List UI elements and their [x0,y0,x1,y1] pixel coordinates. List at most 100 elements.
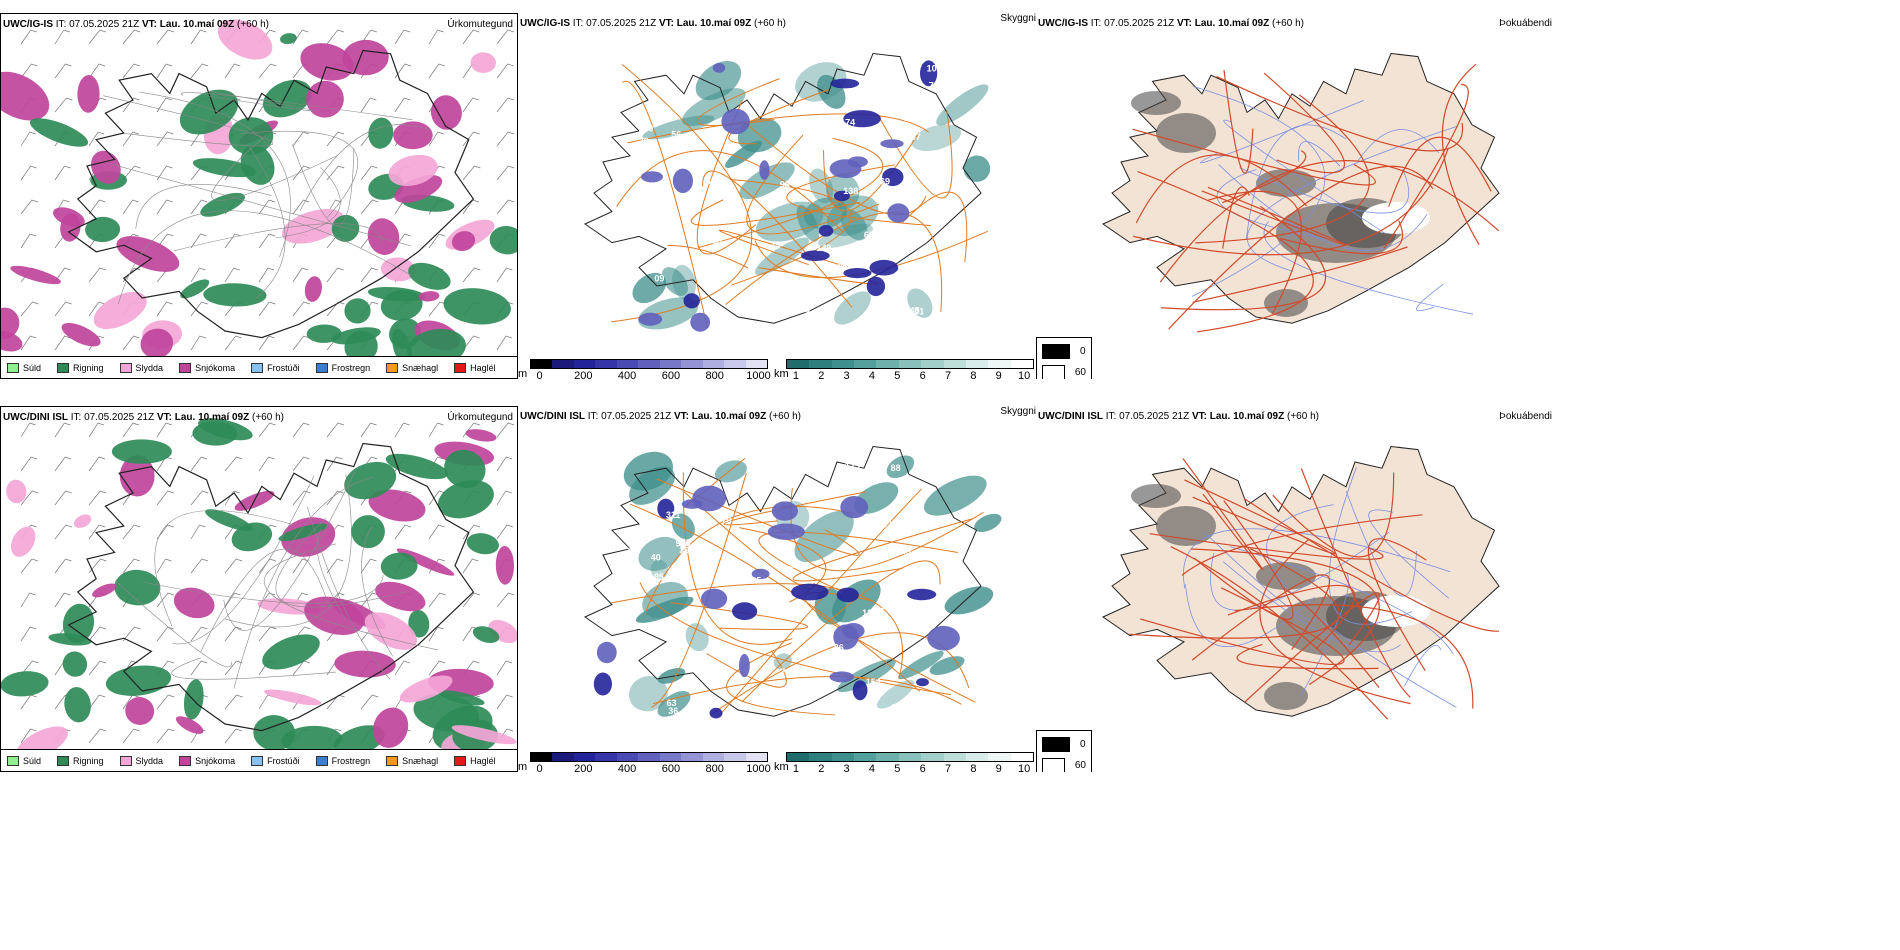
precip-area [342,39,389,76]
ceiling-value-label: 88 [891,463,901,473]
wind-barb [20,233,37,249]
wind-barb [258,267,275,283]
river-line [1345,491,1417,597]
legend-label: Slydda [135,755,164,766]
colorbar-tick: 5 [894,763,901,772]
wind-barb [224,233,242,249]
road-line [706,650,787,688]
low-visibility-area [657,668,686,684]
road-line [742,119,927,216]
fog-area [1256,562,1316,590]
road-line [723,491,866,526]
wind-barb [88,63,106,79]
colorbar-tick: 600 [661,763,681,772]
wind-barb [292,558,309,574]
ceiling-value-label: 140 [847,472,862,482]
wind-barb [326,301,345,317]
colorbar-tick: 2 [818,763,825,772]
glacier-area [1362,202,1430,234]
wind-barb [190,626,208,642]
wind-barb [156,63,173,79]
legend-swatch [57,362,70,373]
wind-barb [88,524,106,540]
wind-barb [88,199,106,215]
precip-legend-item: Súld [7,755,41,766]
precip-area [385,453,449,480]
road-line [741,560,941,703]
wind-barb [496,29,514,45]
ceiling-value-label: 95 [751,575,761,585]
low-ceiling-area [843,268,872,279]
wind-barb [360,267,378,283]
precip-area [438,690,485,706]
ceiling-colorbar: m 0 200 400 600 800 1000 [518,359,771,379]
wind-barb [326,422,345,438]
road-line [1159,160,1500,283]
low-ceiling-area [751,568,770,580]
wind-barb [20,131,36,147]
precip-area [413,693,479,732]
low-visibility-area [831,579,881,623]
precip-area [1,330,23,352]
wind-barb [326,558,344,574]
road-line [114,580,232,668]
road-line [611,64,753,323]
precip-area [430,95,462,130]
low-ceiling-area [869,259,899,276]
ceiling-value-label: 342 [789,560,804,570]
ceiling-value-label: 71 [869,72,879,82]
colorbar-unit: m [518,761,528,772]
colorbar-unit: m [518,368,528,379]
precip-area [53,207,85,227]
colorbar-tick: 6 [919,763,926,772]
precip-area [304,596,365,635]
wind-barb [428,490,446,506]
ceiling-value-label: 38 [904,113,914,123]
legend-swatch [315,362,328,373]
precip-legend-item: Slydda [119,362,163,373]
road-line [1216,75,1464,152]
low-ceiling-area [907,588,937,601]
wind-barb [122,558,141,574]
colorbar-tick: 1000 [746,763,771,772]
road-line [878,109,953,199]
precip-area [282,209,345,244]
legend-label: Haglél [470,362,496,373]
road-line [656,478,860,556]
road-line [1182,458,1264,571]
panel-title: UWC/IG-IS IT: 07.05.2025 21Z VT: Lau. 10… [520,18,786,29]
wind-barb [54,335,71,351]
road-line [1222,186,1250,249]
precip-area [29,118,89,147]
precip-area [465,429,497,442]
ceiling-value-label: 333 [706,176,721,186]
wind-barb [496,694,513,710]
ceiling-value-label: 74 [770,240,780,250]
wind-barb [224,660,243,676]
precip-area [351,515,385,549]
road-line [1129,548,1340,639]
wind-barb [292,267,309,283]
low-ceiling-area [843,110,881,128]
low-visibility-area [834,291,871,325]
road-line [702,170,853,308]
wind-barb [54,301,72,317]
wind-barb [122,63,141,79]
wind-barb [360,422,377,438]
wind-barb [190,660,208,676]
wind-barb [496,524,514,540]
wind-barb [20,694,37,710]
legend-swatch [7,362,19,373]
road-line [1140,587,1345,666]
ceiling-value-label: 123 [795,304,810,314]
precip-area [344,461,397,500]
precip-area [205,509,253,532]
legend-label: Rigning [73,362,104,373]
road-line [292,144,355,226]
wind-barb [122,524,141,540]
wind-barb [156,131,174,147]
ceiling-value-label: 69 [880,177,890,187]
wind-barb [156,490,174,506]
wind-barb [20,456,38,472]
